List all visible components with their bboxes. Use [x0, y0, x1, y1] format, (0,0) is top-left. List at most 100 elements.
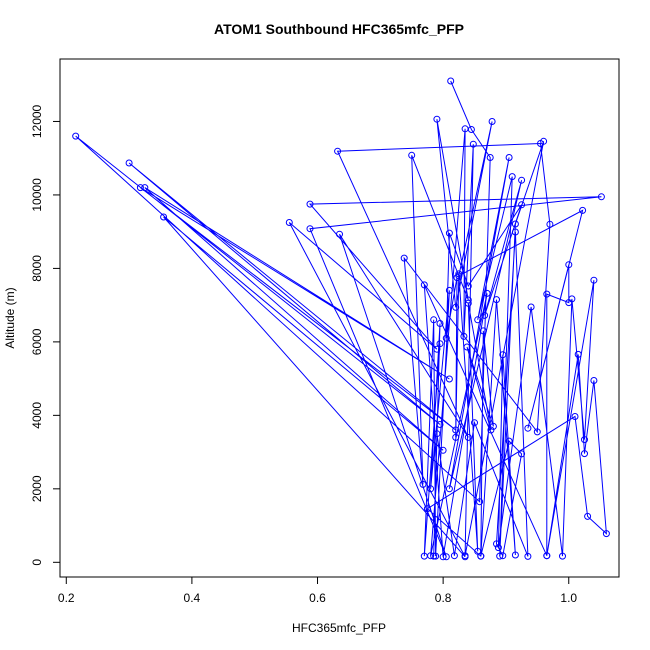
data-point	[400, 254, 408, 262]
data-point	[469, 140, 477, 148]
data-point	[597, 193, 605, 201]
data-point	[160, 213, 168, 221]
series-line	[75, 80, 608, 558]
x-axis-label: HFC365mfc_PFP	[292, 621, 386, 635]
data-point	[568, 295, 576, 303]
y-axis: 0 2000 4000 6000 8000 10000 12000	[30, 104, 61, 566]
data-point	[72, 132, 80, 140]
x-tick-label: 0.8	[435, 591, 452, 605]
data-point	[433, 345, 441, 353]
data-point	[430, 316, 438, 324]
data-point	[432, 552, 440, 560]
data-point	[559, 552, 566, 560]
data-point	[496, 552, 504, 560]
y-tick-label: 12000	[30, 104, 44, 138]
data-point	[574, 350, 582, 358]
data-point	[533, 428, 541, 436]
data-point	[474, 316, 482, 324]
data-point	[285, 219, 293, 226]
data-point	[455, 270, 463, 278]
data-point	[439, 446, 447, 454]
y-tick-label: 0	[30, 559, 44, 566]
data-point	[571, 413, 579, 420]
data-point	[543, 290, 551, 298]
data-point	[452, 433, 460, 441]
data-point	[455, 272, 463, 280]
data-point	[445, 375, 453, 383]
data-point	[524, 552, 532, 560]
y-axis-label: Altitude (m)	[3, 287, 17, 348]
data-point	[494, 544, 502, 552]
data-point	[508, 173, 516, 181]
data-point	[479, 327, 487, 335]
data-point	[499, 552, 507, 560]
data-point	[499, 351, 507, 359]
data-point	[453, 274, 461, 282]
y-tick-label: 10000	[30, 178, 44, 212]
data-point	[511, 220, 519, 228]
x-axis: 0.2 0.4 0.6 0.8 1.0	[58, 576, 577, 605]
data-point	[423, 505, 431, 513]
data-point	[439, 553, 447, 561]
data-point	[565, 261, 573, 269]
data-point	[602, 530, 610, 538]
data-point	[481, 311, 489, 319]
data-point	[336, 230, 343, 238]
data-point	[445, 229, 453, 237]
data-point	[334, 147, 342, 155]
chart-title: ATOM1 Southbound HFC365mfc_PFP	[214, 21, 464, 37]
data-point	[488, 118, 496, 125]
data-point	[306, 200, 314, 208]
x-tick-label: 0.4	[184, 591, 201, 605]
data-point	[518, 176, 526, 184]
data-point	[445, 485, 453, 493]
data-point	[436, 340, 444, 348]
data-point	[419, 480, 427, 488]
data-point	[447, 77, 455, 85]
x-tick-label: 1.0	[560, 591, 577, 605]
data-point	[584, 512, 592, 520]
data-point	[486, 154, 494, 161]
data-point	[543, 552, 551, 560]
data-point	[546, 220, 554, 228]
data-point	[590, 276, 598, 284]
data-point	[579, 206, 587, 214]
data-point	[430, 552, 438, 560]
data-point	[464, 299, 472, 307]
data-point	[476, 498, 484, 506]
y-tick-label: 4000	[30, 402, 44, 429]
data-point	[445, 286, 453, 294]
data-point	[477, 552, 485, 560]
data-point	[493, 296, 500, 304]
x-tick-label: 0.6	[309, 591, 326, 605]
data-point	[518, 201, 526, 209]
data-point	[408, 151, 416, 159]
data-point	[505, 437, 513, 445]
data-point	[524, 424, 532, 432]
data-point	[511, 228, 519, 236]
data-point	[450, 552, 458, 560]
data-point	[420, 281, 428, 289]
data-point	[433, 430, 441, 438]
y-tick-label: 6000	[30, 328, 44, 355]
data-point	[461, 125, 469, 133]
data-point	[489, 422, 497, 430]
data-point	[464, 433, 472, 441]
data-point	[125, 159, 133, 167]
data-point	[420, 552, 428, 560]
data-point	[433, 115, 441, 123]
data-point	[461, 552, 469, 560]
data-point	[581, 436, 588, 444]
data-point	[511, 551, 519, 559]
data-point	[136, 184, 144, 192]
data-point	[141, 184, 149, 192]
data-point	[464, 296, 472, 304]
y-tick-label: 8000	[30, 255, 44, 282]
data-point	[306, 225, 314, 233]
data-point	[581, 450, 588, 458]
y-tick-label: 2000	[30, 475, 44, 502]
data-point	[474, 547, 482, 555]
data-point	[471, 419, 478, 427]
data-point	[483, 289, 491, 297]
